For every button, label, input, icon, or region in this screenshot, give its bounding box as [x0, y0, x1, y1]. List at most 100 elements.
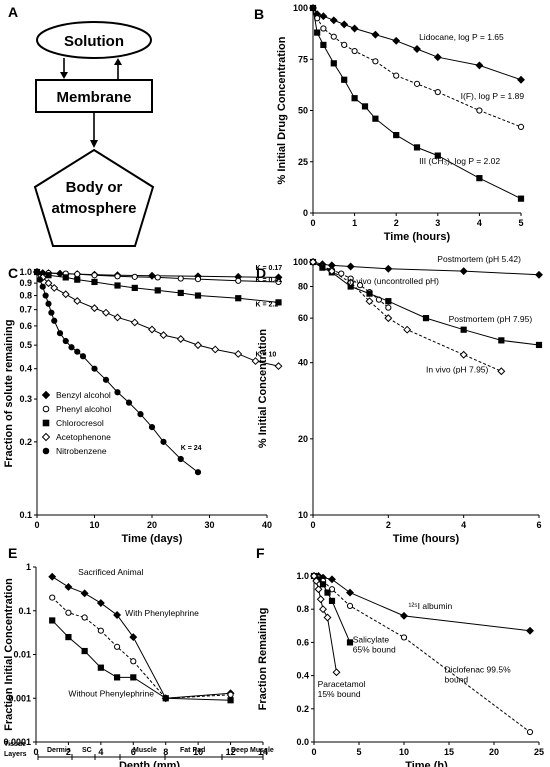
e-series-2-point [130, 674, 137, 681]
d-series-3-point [309, 258, 317, 266]
b-series-1-point [320, 25, 327, 32]
c-series-3-point [251, 357, 260, 366]
b-series-0-point [371, 30, 380, 39]
f-series-label-0-0: ¹²⁵I albumin [409, 601, 453, 611]
e-series-1-point [81, 614, 88, 621]
b-series-2-point [517, 195, 525, 202]
d-series-3-point [384, 314, 393, 323]
e-series-0-point [96, 599, 105, 608]
e-tissue-layer-0: Dermis [47, 747, 71, 754]
c-series-4-point [56, 330, 64, 337]
b-series-0-point [475, 61, 484, 70]
f-series-3-point [314, 585, 323, 594]
d-series-3-point [497, 367, 506, 376]
e-x-axis-label: Depth (mm) [119, 760, 180, 767]
panel-label-b: B [254, 6, 264, 22]
c-k-label-0: K = 0.17 [256, 265, 283, 272]
b-series-0-point [340, 20, 349, 29]
e-series-1-point [227, 691, 234, 698]
chart-d: 0 2 4 6 100 80 60 40 20 10 Time (hours) % Initial C… [257, 254, 543, 545]
e-y-tick-label: 0.1 [18, 606, 31, 616]
c-y-tick-label: 0.6 [19, 321, 32, 331]
c-series-3-point [194, 341, 202, 350]
d-x-tick-label: 6 [536, 520, 541, 530]
f-series-0-point [400, 611, 408, 620]
e-x-tick-label: 10 [193, 747, 203, 757]
diagram-a: Solution Membrane Body or atmosphere [33, 21, 155, 247]
solution-label: Solution [64, 33, 124, 50]
c-series-2-point [131, 284, 138, 292]
c-series-4-point [194, 469, 202, 476]
c-series-1-point [154, 274, 161, 281]
c-legend-marker-2 [42, 419, 50, 427]
b-series-1-point [372, 58, 379, 65]
e-series-0-point [129, 633, 138, 642]
c-x-tick-label: 0 [34, 520, 39, 530]
b-series-0-point [413, 45, 421, 53]
c-series-1-point [194, 275, 202, 283]
e-series-0-point [64, 582, 73, 591]
d-series-2-label: Postmortem (pH 7.95) [449, 314, 533, 324]
c-x-tick-label: 30 [204, 520, 214, 530]
c-y-tick-label: 0.5 [19, 340, 32, 350]
c-series-3-point [61, 290, 70, 299]
b-series-2-point [372, 115, 379, 122]
b-series-2-point [434, 152, 441, 159]
d-series-2-point [498, 337, 505, 344]
b-x-axis-label: Time (hours) [384, 231, 451, 243]
c-y-tick-label: 0.7 [19, 305, 32, 315]
f-x-tick-label: 5 [356, 747, 361, 757]
f-y-axis-label: Fraction Remaining [257, 608, 269, 711]
e-series-1-point [97, 627, 104, 634]
d-series-3-point [365, 297, 374, 306]
c-legend-marker-1 [42, 405, 50, 413]
d-x-tick-label: 0 [310, 520, 315, 530]
e-series-0-point [48, 572, 57, 581]
c-series-2-point [275, 299, 282, 306]
c-legend-marker-4 [42, 447, 50, 455]
b-y-axis-label: % Initial Drug Concentration [276, 36, 288, 184]
e-series-1-point [113, 643, 121, 650]
d-series-3-label: In vivo (pH 7.95) [426, 365, 489, 375]
c-series-4-point [102, 376, 110, 383]
body-label-line2: atmosphere [51, 200, 136, 217]
c-series-4-point [79, 353, 87, 360]
b-y-tick-label: 0 [303, 208, 308, 218]
c-series-4-point [91, 365, 98, 372]
d-series-3-point [403, 325, 412, 334]
b-x-tick-label: 3 [435, 218, 440, 228]
membrane-node [35, 79, 153, 113]
d-y-tick-label: 100 [293, 257, 308, 267]
e-y-tick-label: 0.0001 [3, 737, 31, 747]
d-series-3-point [346, 278, 355, 287]
f-y-tick-label: 0.8 [296, 604, 309, 614]
b-series-2-point [476, 175, 483, 182]
f-y-tick-label: 0.2 [296, 704, 309, 714]
d-y-tick-label: 80 [298, 282, 308, 292]
b-series-2-point [413, 144, 421, 151]
e-x-tick-label: 6 [131, 747, 136, 757]
c-series-4-point [45, 300, 52, 307]
c-series-3-point [234, 349, 243, 358]
b-series-0-point [517, 75, 525, 84]
e-series-0-label: Sacrificed Animal [78, 567, 143, 577]
e-tissue-title-1: Tissue [4, 741, 26, 748]
e-series-2-point [49, 617, 56, 624]
arrowhead-down-membrane [60, 72, 68, 79]
c-series-4-point [33, 268, 41, 276]
e-x-tick-label: 0 [33, 747, 38, 757]
f-series-2-point [328, 597, 336, 604]
c-series-1-point [275, 278, 282, 286]
e-series-1-point [65, 609, 72, 616]
solution-node [36, 21, 152, 59]
chart-c: 0 10 20 30 40 1.00.9 0.8 0.7 0.6 0.5 0.4 0.3 0.2 0.1 T… [3, 265, 283, 545]
b-series-1-point [341, 41, 348, 49]
b-series-0-point [350, 24, 359, 33]
c-series-4-point [74, 348, 81, 355]
c-x-tick-label: 40 [262, 520, 272, 530]
c-series-3-point [176, 335, 185, 343]
c-legend-marker-3 [41, 432, 51, 442]
c-series-2-point [45, 272, 52, 279]
